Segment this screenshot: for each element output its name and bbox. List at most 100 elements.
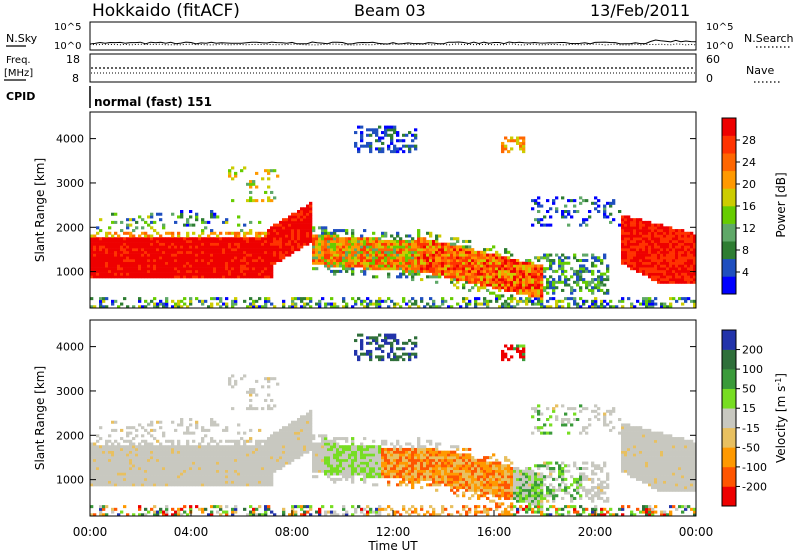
power-cell [351, 267, 355, 271]
power-cell [654, 272, 658, 276]
power-cell [393, 144, 397, 148]
velocity-cell [240, 447, 244, 451]
power-cell [276, 253, 280, 257]
power-cell [126, 272, 130, 276]
power-cell [351, 229, 355, 233]
power-cell [444, 272, 448, 276]
velocity-cell [240, 445, 244, 449]
power-cell [177, 267, 181, 271]
power-cell [306, 297, 310, 301]
power-cell [249, 196, 253, 200]
power-cell [192, 223, 196, 227]
power-cell [645, 272, 649, 276]
velocity-cell [189, 453, 193, 457]
power-cell [231, 261, 235, 265]
power-cell [312, 253, 316, 257]
power-cell [141, 272, 145, 276]
power-cell [648, 250, 652, 254]
power-cell [204, 269, 208, 273]
power-cell [525, 291, 529, 295]
power-cell [144, 256, 148, 260]
power-cell [429, 297, 433, 301]
power-cell [210, 215, 214, 219]
power-cell [528, 288, 532, 292]
velocity-cell [201, 480, 205, 484]
power-cell [144, 250, 148, 254]
power-cell [660, 229, 664, 233]
power-cell [279, 231, 283, 235]
power-cell [309, 299, 313, 303]
power-cell [306, 204, 310, 208]
power-cell [327, 242, 331, 246]
power-cell [219, 305, 223, 309]
power-cell [663, 253, 667, 257]
velocity-cell [228, 458, 232, 462]
power-cell [192, 237, 196, 241]
power-cell [456, 280, 460, 284]
power-cell [558, 305, 562, 309]
velocity-cell [132, 456, 136, 460]
power-cell [525, 299, 529, 303]
power-cell [135, 242, 139, 246]
velocity-cell [279, 445, 283, 449]
power-cell [369, 150, 373, 154]
power-cell [147, 239, 151, 243]
power-cell [231, 199, 235, 203]
velocity-cell [162, 434, 166, 438]
power-cell [120, 239, 124, 243]
power-cell [132, 239, 136, 243]
power-cell [507, 267, 511, 271]
velocity-cell [156, 469, 160, 473]
velocity-cell [261, 450, 265, 454]
velocity-cell [138, 450, 142, 454]
power-cell [93, 248, 97, 252]
velocity-cell [267, 472, 271, 476]
power-cell [384, 133, 388, 137]
velocity-cell [174, 467, 178, 471]
velocity-cell [144, 483, 148, 487]
power-cell [195, 237, 199, 241]
power-cell [642, 242, 646, 246]
power-cell [501, 150, 505, 154]
velocity-cell [126, 477, 130, 481]
power-cell [597, 204, 601, 208]
velocity-cell [189, 458, 193, 462]
power-cell [153, 261, 157, 265]
power-cell [357, 239, 361, 243]
power-cell [192, 242, 196, 246]
power-cell [123, 259, 127, 263]
power-cell [489, 283, 493, 287]
power-cell [402, 239, 406, 243]
power-cell [294, 212, 298, 216]
power-cell [171, 275, 175, 279]
power-cell [195, 261, 199, 265]
power-cell [624, 253, 628, 257]
power-cell [681, 231, 685, 235]
power-cell [459, 278, 463, 282]
velocity-cell [237, 483, 241, 487]
velocity-cell [249, 477, 253, 481]
power-cell [387, 256, 391, 260]
power-cell [462, 245, 466, 249]
velocity-cell [231, 467, 235, 471]
power-cell [666, 256, 670, 260]
power-cell [540, 286, 544, 290]
power-cell [156, 267, 160, 271]
power-cell [114, 231, 118, 235]
power-cell [261, 242, 265, 246]
power-cell [507, 139, 511, 143]
power-cell [501, 256, 505, 260]
velocity-cell [153, 428, 157, 432]
power-cell [234, 248, 238, 252]
power-cell [333, 250, 337, 254]
power-cell [447, 267, 451, 271]
velocity-cell [225, 505, 229, 509]
velocity-cell [108, 467, 112, 471]
velocity-cell [303, 510, 307, 514]
power-cell [222, 253, 226, 257]
power-cell [360, 237, 364, 241]
velocity-cell [240, 450, 244, 454]
power-cell [651, 229, 655, 233]
power-cell [174, 237, 178, 241]
power-cell [501, 144, 505, 148]
